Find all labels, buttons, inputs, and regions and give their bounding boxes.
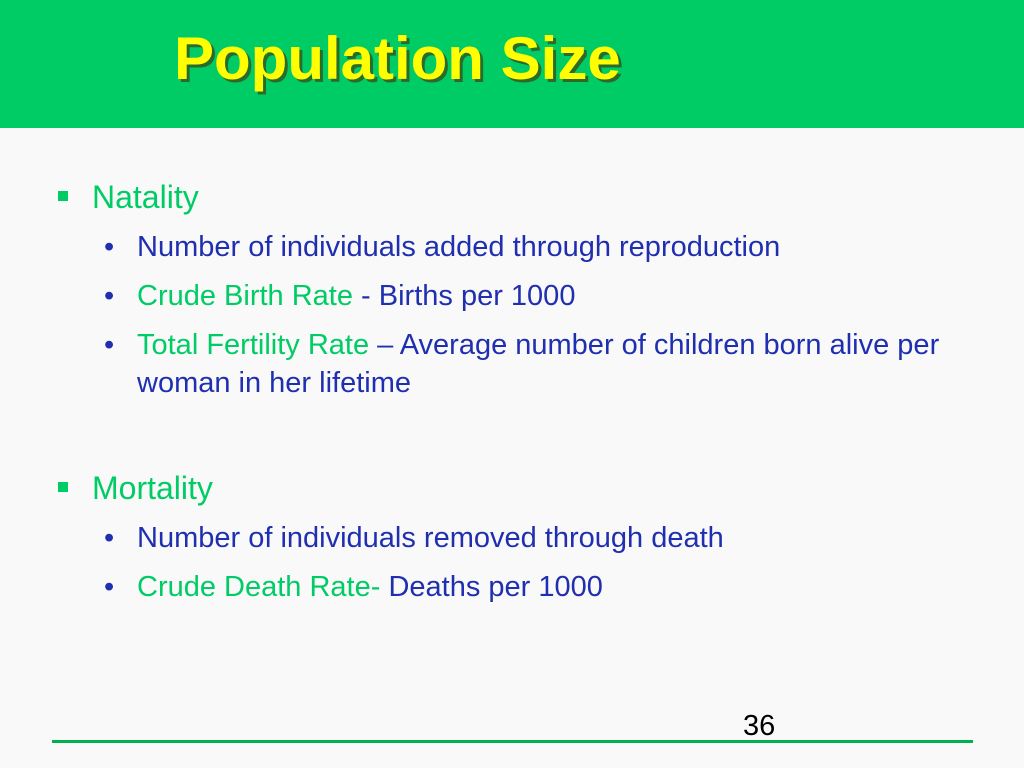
list-item-text: Crude Death Rate- Deaths per 1000 bbox=[137, 568, 964, 606]
definition-total-fertility-rate: – Average number of children born alive … bbox=[137, 329, 940, 399]
list-item: • Number of individuals removed through … bbox=[104, 519, 964, 557]
round-bullet-icon: • bbox=[104, 522, 115, 554]
definition-crude-birth-rate: - Births per 1000 bbox=[353, 280, 576, 312]
list-item: • Number of individuals added through re… bbox=[104, 228, 964, 266]
round-bullet-icon: • bbox=[104, 329, 115, 361]
list-item: • Crude Birth Rate - Births per 1000 bbox=[104, 277, 964, 315]
list-item-text: Number of individuals removed through de… bbox=[137, 522, 724, 554]
section-heading-label: Mortality bbox=[92, 470, 213, 506]
round-bullet-icon: • bbox=[104, 280, 115, 312]
term-crude-birth-rate: Crude Birth Rate bbox=[137, 280, 353, 312]
title-bar: Population Size bbox=[0, 0, 1024, 128]
list-item-text: Total Fertility Rate – Average number of… bbox=[137, 326, 964, 402]
round-bullet-icon: • bbox=[104, 231, 115, 263]
footer-divider bbox=[52, 740, 973, 743]
term-crude-death-rate: Crude Death Rate- bbox=[137, 571, 381, 603]
list-item: • Total Fertility Rate – Average number … bbox=[104, 326, 964, 402]
list-item-text: Number of individuals added through repr… bbox=[137, 231, 781, 263]
list-item-text: Crude Birth Rate - Births per 1000 bbox=[137, 277, 964, 315]
section-heading-label: Natality bbox=[92, 179, 199, 215]
slide-title: Population Size bbox=[174, 25, 621, 92]
page-number: 36 bbox=[743, 710, 776, 742]
definition-crude-death-rate: Deaths per 1000 bbox=[380, 571, 603, 603]
list-item: • Crude Death Rate- Deaths per 1000 bbox=[104, 568, 964, 606]
square-bullet-icon bbox=[58, 482, 68, 492]
round-bullet-icon: • bbox=[104, 571, 115, 603]
square-bullet-icon bbox=[58, 191, 68, 201]
term-total-fertility-rate: Total Fertility Rate bbox=[137, 329, 370, 361]
